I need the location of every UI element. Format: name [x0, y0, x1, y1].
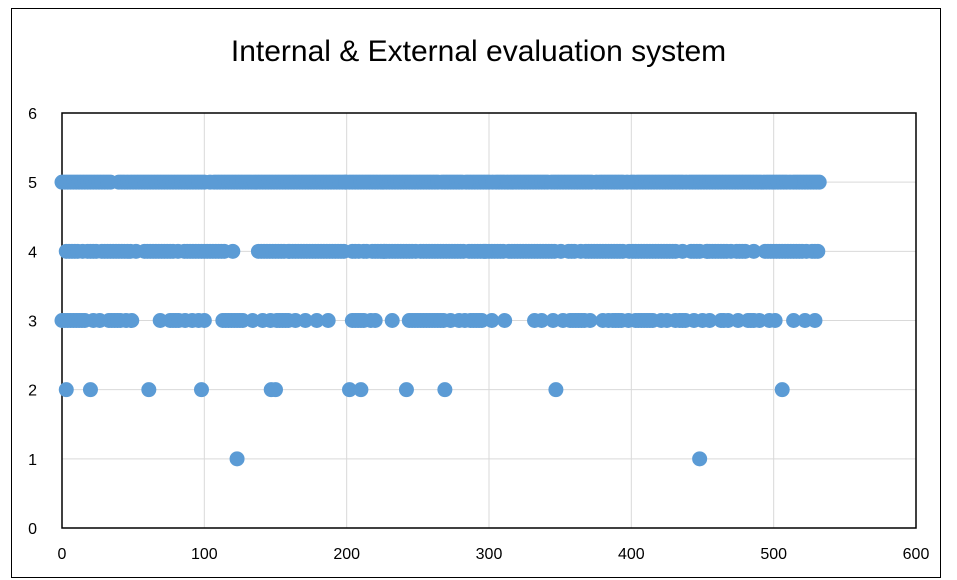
data-point [544, 174, 560, 190]
y-tick-label-1: 1 [28, 452, 37, 469]
data-point [128, 243, 144, 259]
data-point [699, 243, 715, 259]
tick-labels: 0 100 200 300 400 500 600 0 1 2 3 4 5 6 [28, 106, 929, 563]
data-point [620, 313, 636, 328]
data-point [548, 382, 564, 398]
data-point [75, 243, 91, 259]
data-point [730, 313, 746, 328]
chart-frame [11, 8, 941, 578]
data-point [170, 243, 186, 259]
y-tick-label-0: 0 [28, 521, 37, 538]
data-point [667, 313, 683, 328]
y-tick-label-5: 5 [28, 175, 37, 192]
data-point [92, 313, 108, 328]
data-point [457, 313, 473, 328]
data-point [767, 313, 783, 328]
data-point [225, 243, 241, 259]
data-point [202, 174, 218, 190]
data-point [484, 313, 500, 328]
y-tick-label-6: 6 [28, 106, 37, 123]
data-point [702, 313, 718, 328]
data-point [196, 313, 212, 328]
data-point [555, 313, 571, 328]
data-point [309, 313, 325, 328]
data-point [338, 174, 354, 190]
data-point [384, 313, 400, 328]
data-point [675, 243, 691, 259]
data-point [588, 174, 604, 190]
data-point [353, 382, 369, 398]
data-point [692, 451, 708, 467]
data-point [263, 313, 279, 328]
data-point [297, 313, 313, 328]
data-point [268, 382, 283, 398]
data-point [807, 313, 823, 328]
data-point [601, 313, 617, 328]
data-point [798, 243, 814, 259]
chart-title: Internal & External evaluation system [230, 35, 727, 68]
data-point [477, 243, 493, 259]
data-point [58, 382, 74, 398]
data-point [356, 174, 372, 190]
data-point [582, 313, 598, 328]
x-tick-label-300: 300 [476, 546, 503, 563]
data-point [193, 382, 209, 398]
data-point [82, 382, 98, 398]
data-point [398, 382, 414, 398]
data-point [229, 451, 245, 467]
data-point [124, 313, 140, 328]
x-tick-label-200: 200 [333, 546, 360, 563]
data-point [534, 313, 550, 328]
y-tick-label-4: 4 [28, 244, 37, 261]
data-point [786, 313, 802, 328]
data-point [280, 243, 296, 259]
x-tick-label-600: 600 [903, 546, 930, 563]
data-point [746, 243, 762, 259]
y-tick-label-3: 3 [28, 314, 37, 331]
data-point [408, 243, 424, 259]
x-tick-label-500: 500 [760, 546, 787, 563]
data-points [54, 174, 827, 467]
data-point [553, 243, 569, 259]
data-point [437, 382, 453, 398]
data-point [619, 174, 635, 190]
data-point [485, 174, 501, 190]
data-point [723, 243, 739, 259]
data-point [774, 382, 790, 398]
x-tick-label-0: 0 [58, 546, 67, 563]
data-point [458, 174, 474, 190]
data-point [434, 174, 450, 190]
x-tick-label-400: 400 [618, 546, 645, 563]
data-point [497, 313, 513, 328]
data-point [367, 313, 383, 328]
data-point [810, 243, 826, 259]
data-point [342, 382, 358, 398]
data-point [351, 243, 367, 259]
data-point [621, 243, 637, 259]
y-tick-label-2: 2 [28, 383, 37, 400]
data-point [376, 243, 392, 259]
x-tick-label-100: 100 [191, 546, 218, 563]
data-point [573, 243, 589, 259]
data-point [141, 382, 157, 398]
data-point [811, 174, 827, 190]
data-point [678, 174, 694, 190]
data-point [152, 313, 168, 328]
data-point [320, 313, 336, 328]
data-point [782, 174, 798, 190]
